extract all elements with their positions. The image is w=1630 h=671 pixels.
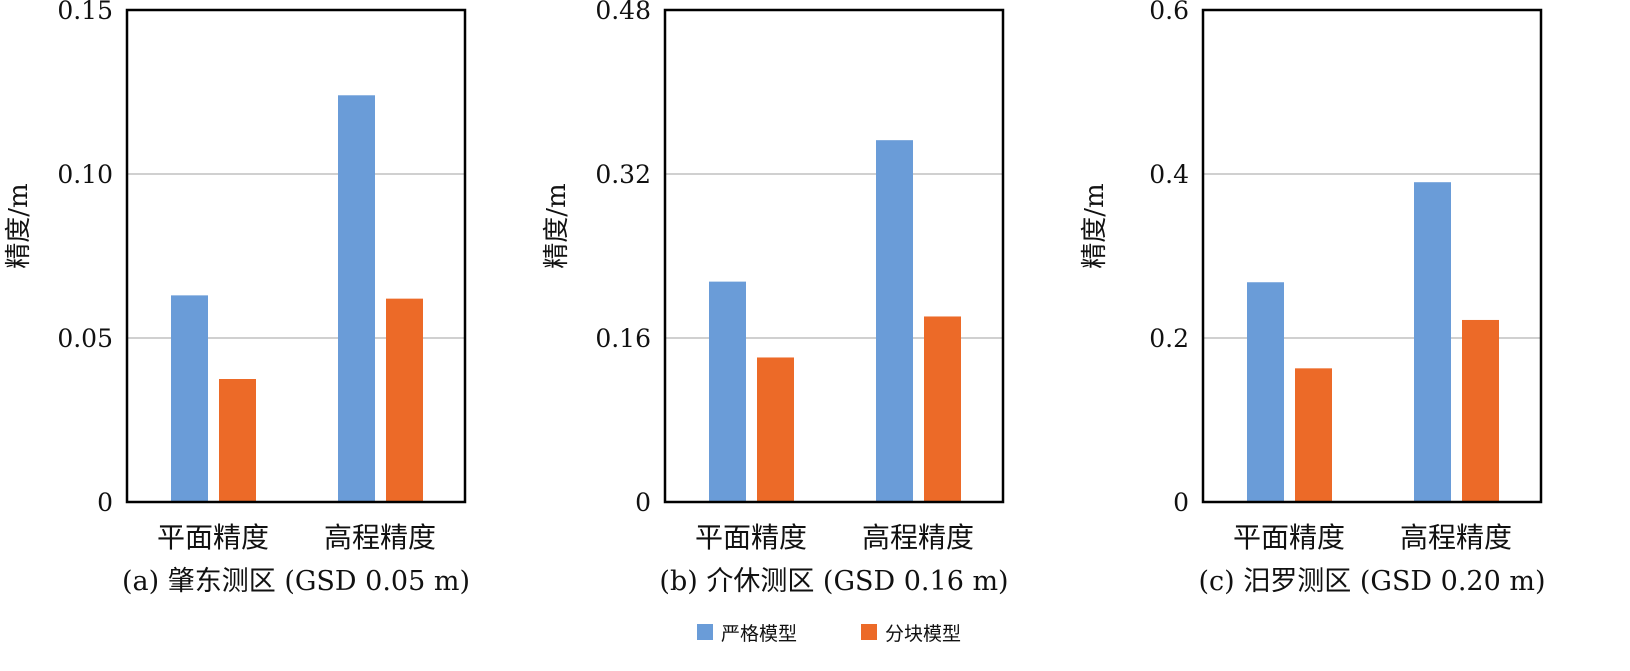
bar-strict [171,295,208,502]
bar-block [924,316,961,502]
panel-b: 0 0.16 0.32 0.48 平面精度 高程精度 精度/m (b) 介休测区 (GSD 0… [542,0,1009,597]
bar-strict [709,281,746,502]
plot-frame [663,8,1005,504]
y-tick-label: 0.32 [595,160,651,189]
y-axis-title: 精度/m [1080,183,1110,268]
y-tick-label: 0.48 [595,0,651,25]
panel-title: (c) 汨罗测区 (GSD 0.20 m) [1198,566,1545,597]
panel-a: 0 0.05 0.10 0.15 平面精度 高程精度 精度/m (a) 肇东测区 (GSD 0… [4,0,470,597]
plot-frame [1201,8,1543,504]
bar-block [1295,368,1332,502]
bar-block [219,379,256,502]
panel-title: (b) 介休测区 (GSD 0.16 m) [659,566,1008,597]
bar-strict [1414,182,1451,502]
bar-block [757,357,794,502]
legend-label: 严格模型 [721,623,797,645]
y-tick-label: 0.4 [1149,160,1189,189]
legend: 严格模型 分块模型 [697,623,961,645]
y-tick-label: 0 [1173,488,1189,517]
y-tick-label: 0.10 [57,160,113,189]
bar-strict [338,95,375,502]
bar-block [386,298,423,502]
panel-c: 0 0.2 0.4 0.6 平面精度 高程精度 精度/m (c) 汨罗测区 (GSD 0.20… [1080,0,1546,597]
y-tick-label: 0.2 [1149,324,1189,353]
x-category-label: 平面精度 [1233,521,1345,554]
y-tick-label: 0 [635,488,651,517]
y-tick-label: 0.16 [595,324,651,353]
y-tick-label: 0.05 [57,324,113,353]
x-category-label: 平面精度 [695,521,807,554]
x-category-label: 高程精度 [324,521,436,554]
legend-swatch-block [861,624,877,640]
y-tick-label: 0.6 [1149,0,1189,25]
x-category-label: 平面精度 [157,521,269,554]
panel-title: (a) 肇东测区 (GSD 0.05 m) [122,566,470,597]
bar-block [1462,319,1499,502]
y-axis-title: 精度/m [542,183,572,268]
y-axis-title: 精度/m [4,183,34,268]
y-tick-label: 0 [97,488,113,517]
bar-strict [876,140,913,503]
legend-swatch-strict [697,624,713,640]
legend-label: 分块模型 [885,623,961,645]
bar-strict [1247,282,1284,502]
plot-frame [125,8,467,504]
x-category-label: 高程精度 [1400,521,1512,554]
y-tick-label: 0.15 [57,0,113,25]
x-category-label: 高程精度 [862,521,974,554]
